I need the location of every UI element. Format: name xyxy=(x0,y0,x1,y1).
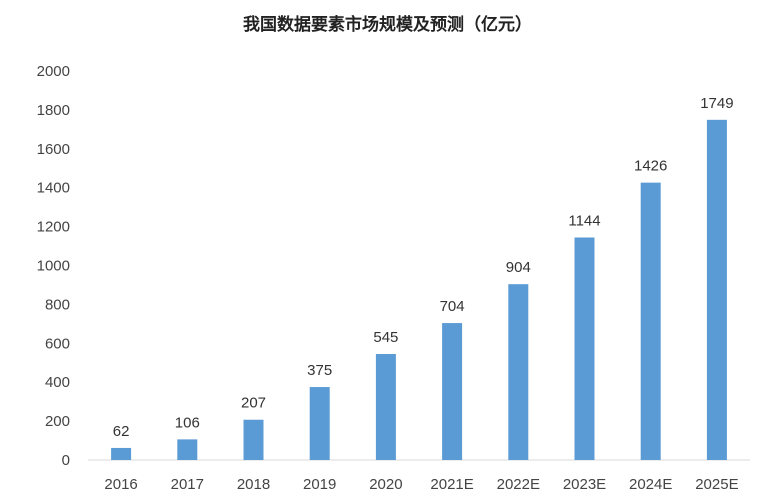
y-tick-label: 1200 xyxy=(37,219,70,236)
x-tick-label-2016: 2016 xyxy=(104,476,137,493)
x-tick-label-2019: 2019 xyxy=(303,476,336,493)
y-tick-label: 600 xyxy=(45,335,70,352)
data-label-2021E: 704 xyxy=(440,298,465,315)
data-label-2017: 106 xyxy=(175,414,200,431)
x-tick-label-2025E: 2025E xyxy=(695,476,738,493)
y-tick-label: 1000 xyxy=(37,258,70,275)
x-tick-label-2020: 2020 xyxy=(369,476,402,493)
chart-title: 我国数据要素市场规模及预测（亿元） xyxy=(243,15,532,35)
y-tick-label: 200 xyxy=(45,413,70,430)
y-tick-label: 2000 xyxy=(37,63,70,80)
data-label-2020: 545 xyxy=(373,329,398,346)
y-tick-label: 1600 xyxy=(37,141,70,158)
bar-2024E xyxy=(640,182,661,460)
bar-2021E xyxy=(442,323,463,460)
bar-2016 xyxy=(111,447,132,460)
x-tick-label-2024E: 2024E xyxy=(629,476,672,493)
data-label-2025E: 1749 xyxy=(700,95,733,112)
bar-2022E xyxy=(508,284,529,460)
data-label-2022E: 904 xyxy=(506,259,531,276)
bar-2023E xyxy=(574,237,595,460)
y-tick-label: 0 xyxy=(62,452,70,469)
bar-2020 xyxy=(375,353,396,460)
x-tick-label-2021E: 2021E xyxy=(430,476,473,493)
bar-2018 xyxy=(243,419,264,460)
y-tick-label: 400 xyxy=(45,374,70,391)
x-tick-label-2022E: 2022E xyxy=(497,476,540,493)
x-tick-label-2017: 2017 xyxy=(171,476,204,493)
x-tick-label-2023E: 2023E xyxy=(563,476,606,493)
data-label-2016: 62 xyxy=(113,423,130,440)
y-tick-label: 1800 xyxy=(37,102,70,119)
bar-2017 xyxy=(177,439,198,460)
data-label-2019: 375 xyxy=(307,362,332,379)
y-tick-label: 1400 xyxy=(37,180,70,197)
x-tick-label-2018: 2018 xyxy=(237,476,270,493)
y-tick-label: 800 xyxy=(45,296,70,313)
bar-2019 xyxy=(309,387,330,460)
bar-2025E xyxy=(706,119,727,460)
data-label-2023E: 1144 xyxy=(568,212,600,229)
data-label-2018: 207 xyxy=(241,395,266,412)
data-label-2024E: 1426 xyxy=(634,158,667,175)
